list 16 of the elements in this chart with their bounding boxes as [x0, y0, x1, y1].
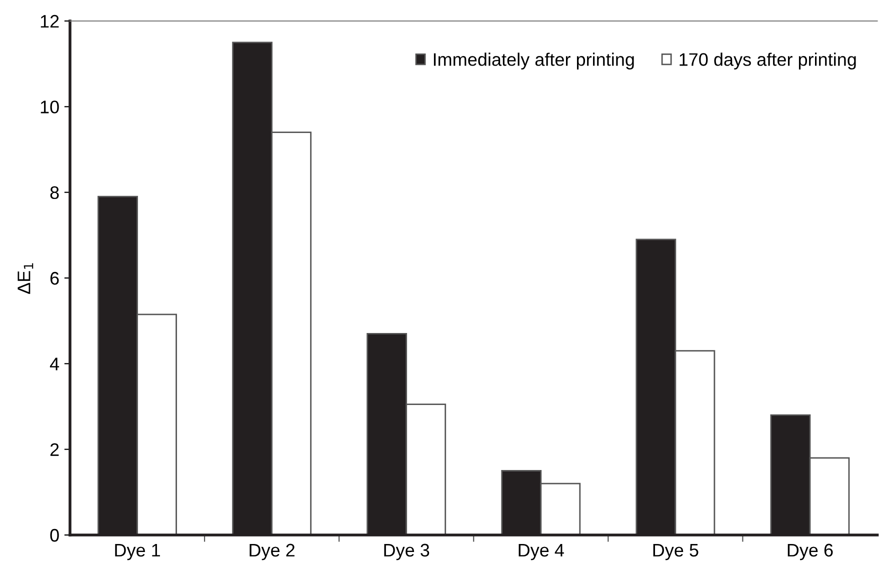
- x-tick-label: Dye 1: [115, 544, 160, 560]
- y-tick-label: 10: [40, 100, 59, 114]
- y-tick-label: 2: [50, 443, 59, 456]
- y-tick-label: 0: [50, 528, 59, 542]
- x-tick-label: Dye 4: [518, 544, 564, 560]
- y-tick-label: 6: [50, 272, 59, 285]
- x-tick-label: Dye 5: [653, 544, 698, 560]
- y-tick-label: 4: [50, 358, 60, 370]
- y-axis-title: ΔE$_{1}$: [18, 263, 34, 294]
- legend-label: Immediately after printing: [434, 52, 634, 70]
- x-tick-label: Dye 6: [788, 544, 833, 560]
- y-tick-label: 8: [50, 186, 59, 200]
- y-tick-label: 12: [40, 14, 59, 28]
- x-tick-label: Dye 3: [384, 544, 430, 560]
- legend-label: 170 days after printing: [680, 52, 856, 70]
- x-tick-label: Dye 2: [250, 544, 294, 560]
